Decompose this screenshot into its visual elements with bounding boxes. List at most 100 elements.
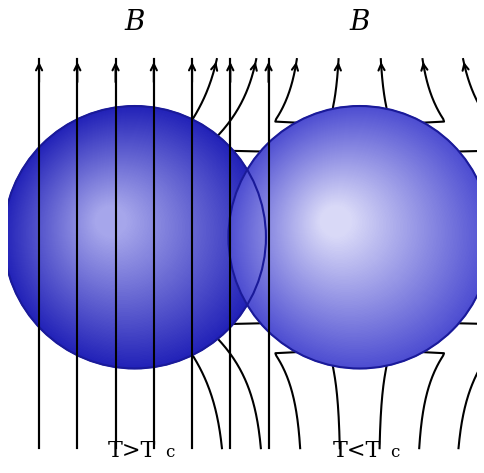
Circle shape xyxy=(24,128,235,339)
Circle shape xyxy=(287,170,400,284)
Circle shape xyxy=(32,137,222,327)
Circle shape xyxy=(21,125,239,343)
Circle shape xyxy=(261,142,439,321)
Circle shape xyxy=(83,193,145,254)
Circle shape xyxy=(276,158,417,299)
Circle shape xyxy=(39,144,212,318)
Circle shape xyxy=(279,161,413,296)
Text: T<T: T<T xyxy=(333,440,381,462)
Circle shape xyxy=(314,200,360,245)
Circle shape xyxy=(239,118,473,352)
Circle shape xyxy=(6,109,261,365)
Circle shape xyxy=(12,115,253,357)
Circle shape xyxy=(258,139,444,325)
Circle shape xyxy=(237,116,476,355)
Circle shape xyxy=(247,127,460,341)
Circle shape xyxy=(86,196,140,251)
Circle shape xyxy=(19,123,242,346)
Circle shape xyxy=(282,165,408,292)
Circle shape xyxy=(319,205,352,238)
Circle shape xyxy=(295,178,389,273)
Circle shape xyxy=(236,115,477,357)
Circle shape xyxy=(73,182,160,269)
Circle shape xyxy=(45,151,202,309)
Circle shape xyxy=(44,150,204,310)
Circle shape xyxy=(51,158,194,301)
Circle shape xyxy=(30,135,225,330)
Circle shape xyxy=(75,184,157,266)
Circle shape xyxy=(42,149,207,313)
Circle shape xyxy=(7,110,260,363)
Circle shape xyxy=(294,177,390,274)
Circle shape xyxy=(28,132,229,334)
Circle shape xyxy=(228,106,484,368)
Circle shape xyxy=(284,166,406,289)
Circle shape xyxy=(63,172,174,282)
Circle shape xyxy=(278,160,414,297)
Circle shape xyxy=(88,198,138,248)
Circle shape xyxy=(311,197,363,249)
Circle shape xyxy=(20,124,240,345)
Circle shape xyxy=(42,147,208,314)
Circle shape xyxy=(232,110,484,363)
Circle shape xyxy=(315,201,358,244)
Circle shape xyxy=(35,140,218,324)
Circle shape xyxy=(280,162,411,294)
Circle shape xyxy=(246,126,462,342)
Circle shape xyxy=(66,175,170,278)
Circle shape xyxy=(270,151,427,309)
Circle shape xyxy=(265,146,434,315)
Circle shape xyxy=(25,129,233,338)
Text: B: B xyxy=(124,9,145,35)
Circle shape xyxy=(238,117,474,354)
Circle shape xyxy=(252,132,454,334)
Circle shape xyxy=(71,180,163,272)
Circle shape xyxy=(249,129,458,338)
Circle shape xyxy=(11,114,254,358)
Circle shape xyxy=(292,175,393,277)
Circle shape xyxy=(310,196,365,251)
Circle shape xyxy=(26,130,232,337)
Text: c: c xyxy=(389,444,399,461)
Circle shape xyxy=(47,153,199,306)
Circle shape xyxy=(53,159,191,298)
Circle shape xyxy=(244,124,465,345)
Circle shape xyxy=(9,112,257,360)
Text: B: B xyxy=(349,9,369,35)
Circle shape xyxy=(52,158,193,299)
Circle shape xyxy=(267,149,431,313)
Circle shape xyxy=(296,180,388,272)
Circle shape xyxy=(312,198,363,248)
Circle shape xyxy=(23,127,236,341)
Circle shape xyxy=(56,164,185,293)
Circle shape xyxy=(65,174,171,280)
Circle shape xyxy=(10,113,256,359)
Circle shape xyxy=(8,111,258,362)
Circle shape xyxy=(231,109,484,365)
Text: T>T: T>T xyxy=(108,440,156,462)
Text: c: c xyxy=(165,444,174,461)
Circle shape xyxy=(91,201,132,243)
Circle shape xyxy=(269,150,428,310)
Circle shape xyxy=(233,112,482,360)
Circle shape xyxy=(91,201,134,244)
Circle shape xyxy=(40,145,211,317)
Circle shape xyxy=(36,141,216,322)
Circle shape xyxy=(268,149,430,312)
Circle shape xyxy=(234,113,480,359)
Circle shape xyxy=(50,157,195,302)
Circle shape xyxy=(60,167,180,288)
Circle shape xyxy=(304,189,375,260)
Circle shape xyxy=(241,120,470,350)
Circle shape xyxy=(33,138,221,326)
Circle shape xyxy=(308,193,368,253)
Circle shape xyxy=(87,197,139,249)
Circle shape xyxy=(57,165,184,292)
Circle shape xyxy=(81,191,148,257)
Circle shape xyxy=(251,131,455,335)
Circle shape xyxy=(48,154,198,305)
Circle shape xyxy=(68,176,167,276)
Circle shape xyxy=(13,116,251,355)
Circle shape xyxy=(235,114,479,358)
Circle shape xyxy=(298,182,385,269)
